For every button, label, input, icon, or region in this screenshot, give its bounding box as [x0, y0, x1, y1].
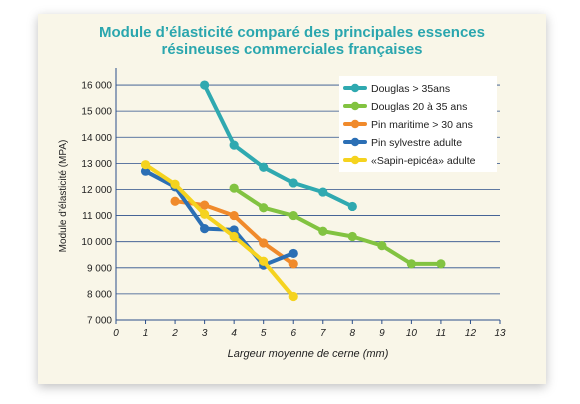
- legend: Douglas > 35ans Douglas 20 à 35 ans Pin ma…: [339, 76, 497, 172]
- data-point: [259, 238, 269, 248]
- data-point: [288, 178, 298, 188]
- data-point: [347, 231, 357, 242]
- x-axis-ticks: 0 1 2 3 4 5 6 7 8 9 10 11 12 13: [113, 320, 506, 339]
- x-tick-label: 10: [406, 328, 418, 339]
- data-point: [318, 187, 328, 197]
- y-tick-label: 16 000: [81, 81, 112, 92]
- data-point: [200, 80, 210, 90]
- y-tick-label: 12 000: [81, 185, 112, 196]
- x-tick-label: 0: [113, 328, 119, 339]
- data-point: [288, 259, 298, 269]
- series-group: [140, 80, 446, 302]
- legend-swatch-dot: [350, 137, 360, 147]
- data-point: [229, 183, 239, 193]
- data-point: [377, 241, 387, 251]
- series-2: [229, 183, 446, 269]
- series-line: [143, 169, 296, 268]
- data-point: [229, 231, 239, 242]
- y-axis-ticks: 7 000 8 000 9 000 10 000 11 000 12 000 13 000 1…: [81, 81, 112, 327]
- y-tick-label: 10 000: [81, 237, 112, 248]
- legend-label: Pin maritime > 30 ans: [371, 119, 473, 131]
- legend-label: «Sapin-epicéa» adulte: [371, 155, 476, 167]
- data-point: [406, 259, 416, 269]
- data-point: [200, 224, 210, 234]
- data-point: [288, 248, 298, 259]
- x-tick-label: 6: [290, 328, 296, 339]
- data-point: [140, 166, 151, 176]
- chart-title: Module d’élasticité comparé des principa…: [38, 24, 546, 58]
- data-point: [259, 162, 269, 172]
- legend-item: Pin maritime > 30 ans: [343, 119, 473, 131]
- x-tick-label: 1: [143, 328, 149, 339]
- data-point: [229, 140, 239, 150]
- series-line: [232, 186, 443, 266]
- chart-card: [38, 14, 546, 384]
- x-tick-label: 4: [231, 328, 237, 339]
- y-tick-label: 9 000: [87, 263, 112, 274]
- y-tick-label: 7 000: [87, 316, 112, 327]
- axes: [115, 68, 500, 321]
- legend-item: Douglas 20 à 35 ans: [343, 101, 467, 113]
- y-tick-label: 14 000: [81, 133, 112, 144]
- x-tick-label: 3: [202, 328, 208, 339]
- data-point: [259, 256, 269, 266]
- data-point: [170, 179, 180, 189]
- series-4: [140, 166, 298, 270]
- legend-item: Douglas > 35ans: [343, 83, 450, 95]
- x-tick-label: 8: [350, 328, 356, 339]
- y-tick-label: 11 000: [82, 211, 112, 222]
- x-tick-label: 9: [379, 328, 385, 339]
- x-tick-label: 12: [465, 328, 477, 339]
- data-point: [229, 210, 239, 221]
- series-line: [143, 162, 296, 299]
- legend-swatch-dot: [350, 101, 360, 111]
- series-5: [140, 160, 298, 302]
- legend-item: Pin sylvestre adulte: [343, 137, 462, 149]
- x-tick-label: 11: [436, 328, 446, 339]
- data-point: [140, 160, 151, 170]
- data-point: [170, 196, 180, 206]
- data-point: [318, 226, 328, 236]
- chart-title-line-1: Module d’élasticité comparé des principa…: [99, 24, 485, 41]
- legend-swatch-dot: [350, 155, 360, 165]
- x-tick-label: 13: [494, 328, 506, 339]
- x-tick-label: 5: [261, 328, 267, 339]
- y-tick-label: 13 000: [81, 159, 112, 170]
- series-1: [200, 80, 357, 212]
- legend-label: Douglas 20 à 35 ans: [371, 101, 467, 113]
- chart-title-line-2: résineuses commerciales françaises: [161, 41, 423, 58]
- series-line: [202, 83, 355, 209]
- data-point: [200, 200, 210, 210]
- y-tick-label: 8 000: [87, 289, 112, 300]
- legend-label: Douglas > 35ans: [371, 83, 450, 95]
- y-tick-label: 15 000: [81, 107, 112, 118]
- x-tick-label: 2: [171, 328, 178, 339]
- x-tick-label: 7: [320, 328, 326, 339]
- data-point: [288, 291, 298, 302]
- data-point: [229, 225, 239, 235]
- data-point: [288, 210, 298, 221]
- y-axis-label: Module d’élasticité (MPA): [58, 140, 69, 253]
- data-point: [436, 259, 446, 269]
- legend-swatch-dot: [350, 119, 360, 129]
- legend-item: «Sapin-epicéa» adulte: [343, 155, 476, 167]
- data-point: [259, 203, 269, 213]
- data-point: [200, 209, 210, 219]
- x-axis-label: Largeur moyenne de cerne (mm): [228, 348, 389, 360]
- legend-label: Pin sylvestre adulte: [371, 137, 462, 149]
- legend-swatch-dot: [350, 83, 360, 93]
- data-point: [347, 201, 357, 212]
